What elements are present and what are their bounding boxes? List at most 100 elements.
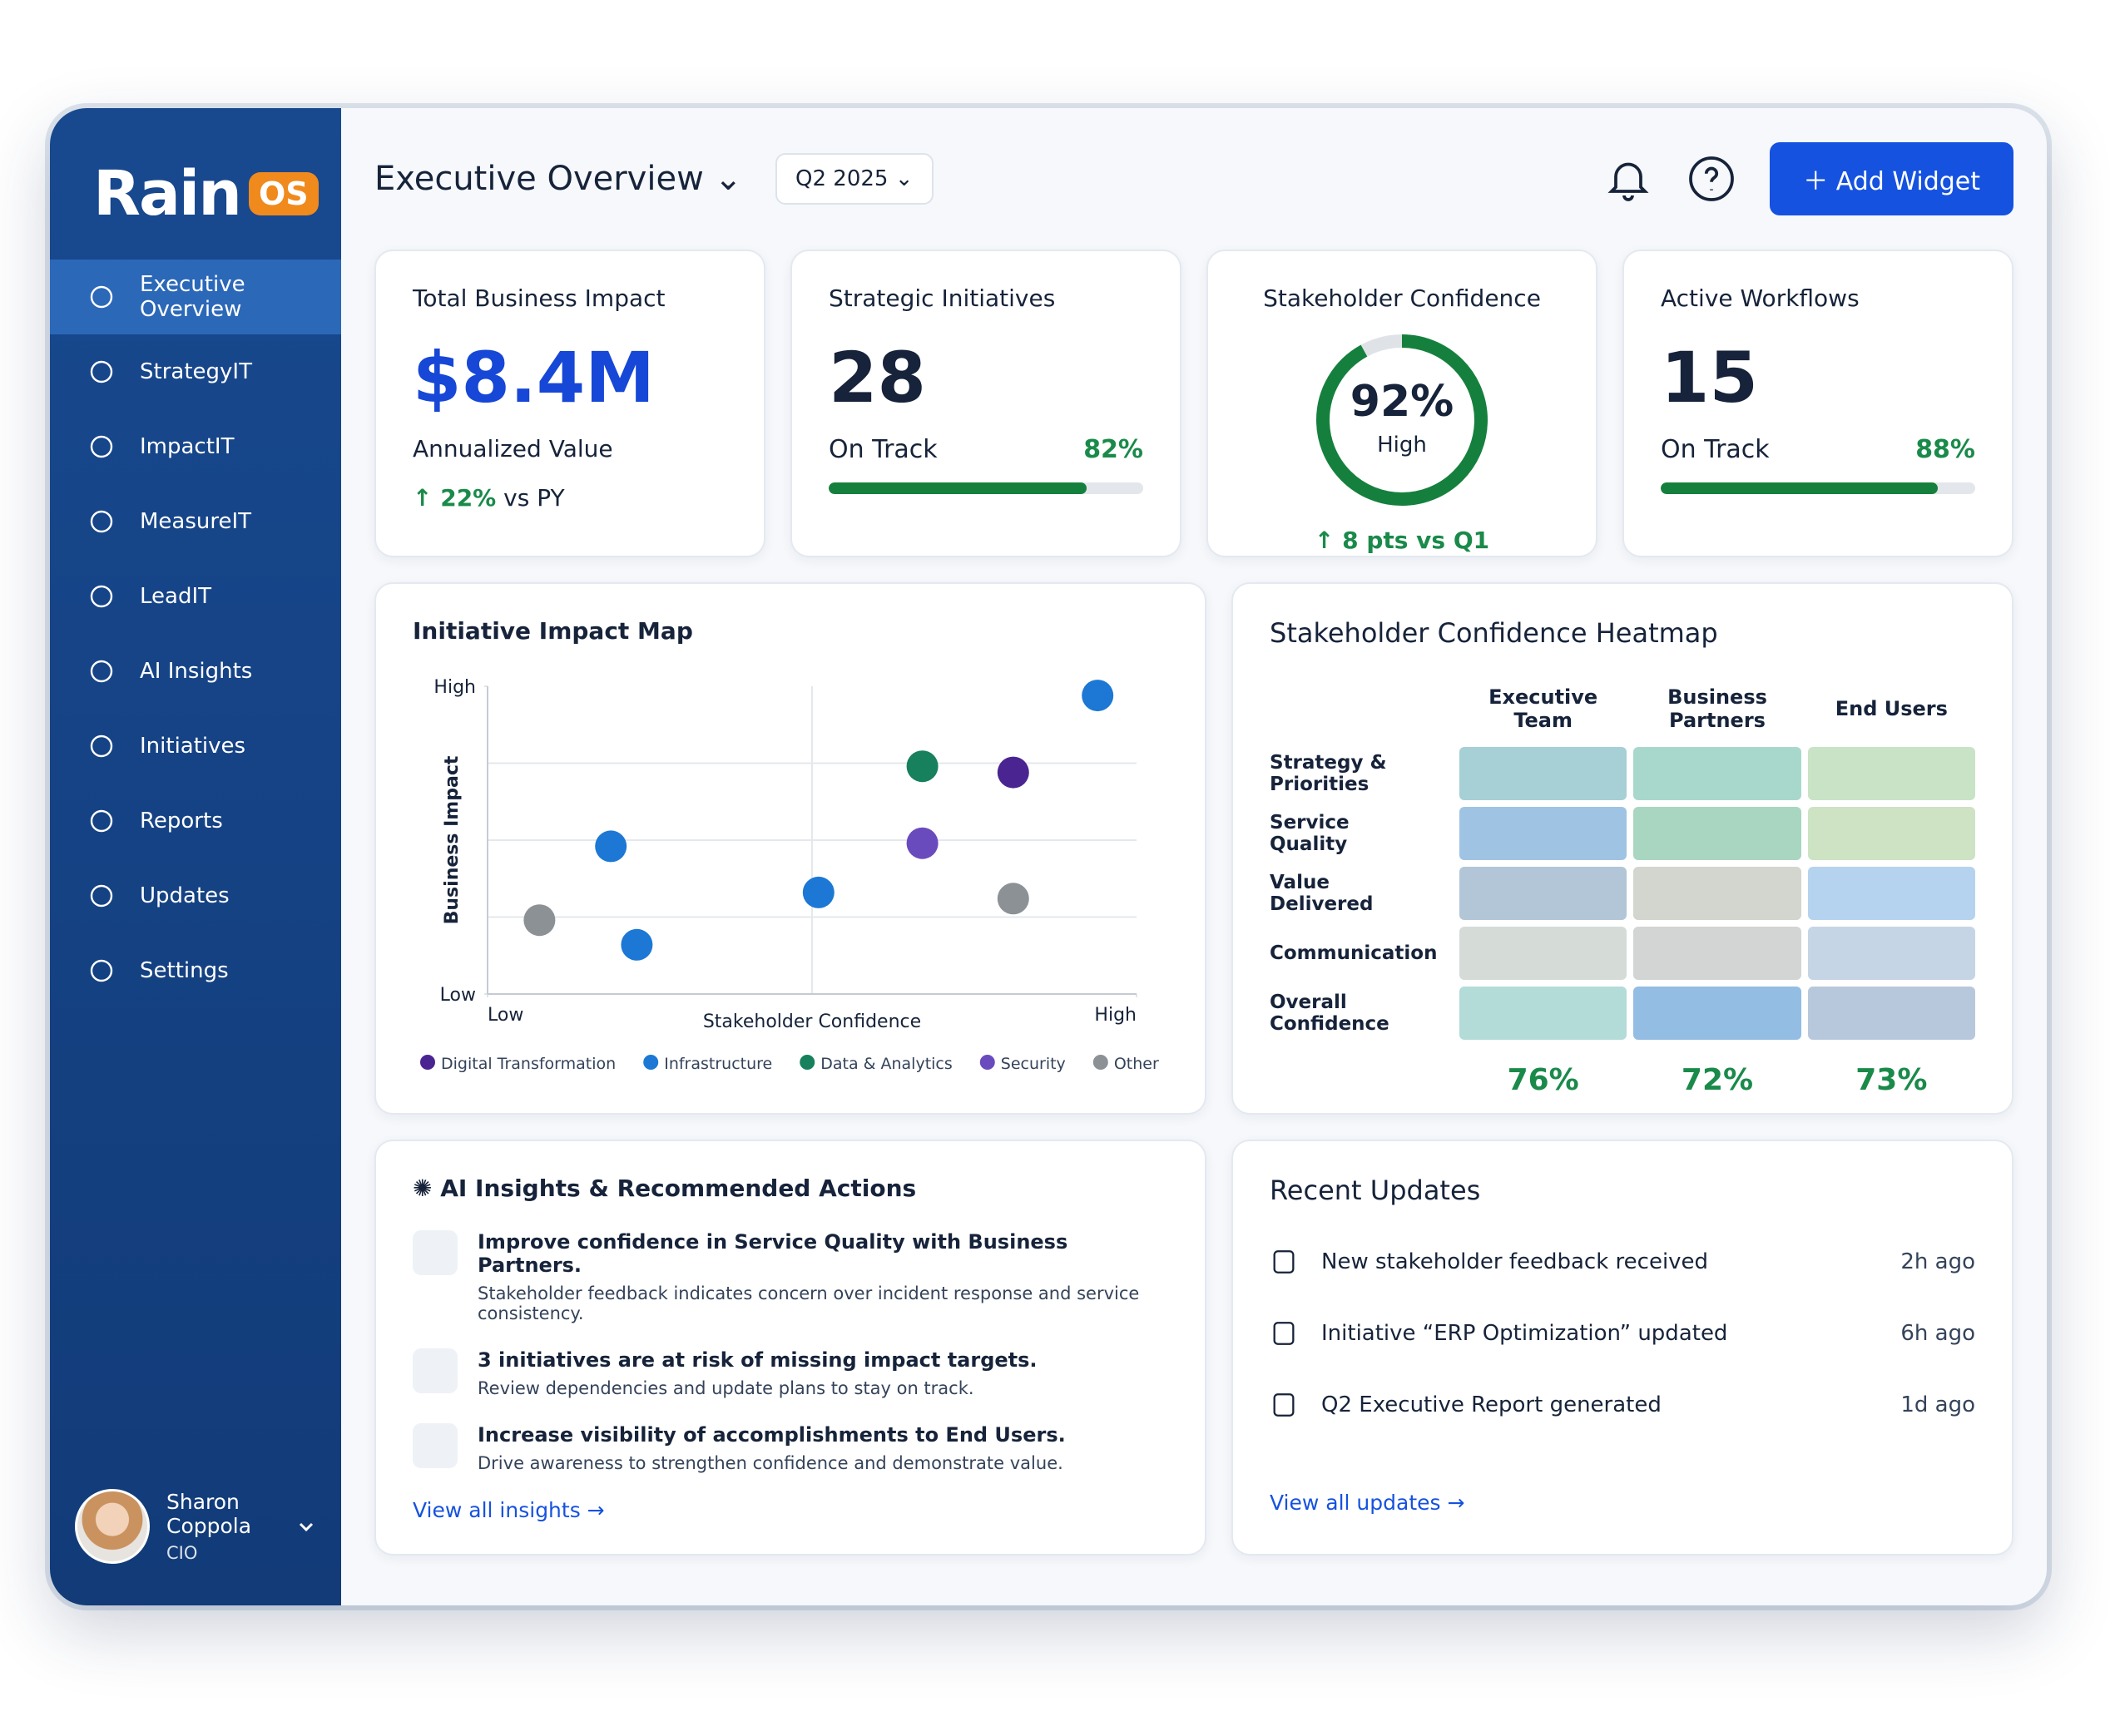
insights-card: ✺ AI Insights & Recommended Actions Impr… [374, 1140, 1206, 1555]
icon-shape [90, 809, 113, 833]
main: Executive Overview ⌄ Q2 2025 ⌄ ＋ Add Wid… [341, 108, 2047, 1605]
update-time: 6h ago [1900, 1321, 1975, 1346]
kpi-value: $8.4M [413, 337, 655, 418]
update-item: Initiative “ERP Optimization” updated 6h … [1270, 1298, 1975, 1369]
update-text: Initiative “ERP Optimization” updated [1321, 1321, 1728, 1346]
updates-title: Recent Updates [1270, 1175, 1481, 1206]
nav-icon [90, 660, 113, 683]
scatter-point [523, 904, 556, 937]
insights-link[interactable]: View all insights → [413, 1498, 605, 1522]
nav-label: MeasureIT [140, 509, 252, 534]
nav-item[interactable]: LeadIT [50, 559, 341, 634]
column-header: Business Partners [1667, 685, 1767, 732]
nav-icon [90, 734, 113, 758]
insight-body: 3 initiatives are at risk of missing imp… [478, 1348, 1038, 1398]
scatter-chart: Low High Low High Stakeholder Confidence Busi… [420, 677, 1159, 1073]
column-header: Executive Team [1488, 685, 1598, 732]
legend-label: Security [1001, 1055, 1066, 1073]
icon-shape [1273, 1322, 1295, 1345]
kpi-card: Stakeholder Confidence 92% High ↑ 8 pts … [1206, 250, 1597, 557]
legend-swatch [643, 1055, 659, 1070]
nav-item[interactable]: Reports [50, 784, 341, 858]
icon-shape [90, 285, 113, 309]
user-menu[interactable]: Sharon Coppola CIO [75, 1489, 316, 1564]
nav-label: LeadIT [140, 584, 212, 609]
progress-track [829, 482, 1143, 494]
nav-item[interactable]: MeasureIT [50, 484, 341, 559]
button-text: Add Widget [1835, 167, 1980, 196]
row-label: Service Quality [1270, 812, 1350, 855]
nav-item[interactable]: Executive Overview [50, 260, 341, 334]
kpi-subtitle: Annualized Value [413, 435, 613, 462]
row-label: Value Delivered [1270, 872, 1374, 915]
nav-label: StrategyIT [140, 359, 252, 384]
nav: Executive Overview StrategyIT ImpactIT Meas… [50, 260, 341, 1008]
insight-text: Stakeholder feedback indicates concern o… [478, 1283, 1140, 1323]
x-tick-label: High [1094, 1005, 1137, 1026]
insight-title: Improve confidence in Service Quality wi… [478, 1230, 1068, 1277]
icon-shape [90, 360, 113, 383]
kpi-row: Total Business Impact $8.4M Annualized V… [374, 250, 2013, 557]
nav-label: Executive Overview [140, 272, 245, 322]
status-line: On Track 88% [1661, 435, 1975, 464]
change-text: 8 pts vs Q1 [1342, 527, 1490, 554]
nav-item[interactable]: ImpactIT [50, 409, 341, 484]
legend-label: Infrastructure [664, 1055, 772, 1073]
nav-item[interactable]: Initiatives [50, 709, 341, 784]
y-tick-label: Low [440, 985, 476, 1006]
row-label: Strategy & Priorities [1270, 752, 1387, 795]
icon-shape [90, 435, 113, 458]
scatter-point [997, 756, 1029, 789]
nav-icon [90, 360, 113, 383]
chart-row: Initiative Impact Map Low High Low High Stak… [374, 582, 2013, 1115]
update-icon [1273, 1393, 1295, 1417]
top-bar: Executive Overview ⌄ Q2 2025 ⌄ ＋ Add Wid… [374, 133, 2013, 225]
update-time: 2h ago [1900, 1249, 1975, 1274]
heatmap-card: Stakeholder Confidence Heatmap Executive… [1231, 582, 2013, 1115]
nav-item[interactable]: StrategyIT [50, 334, 341, 409]
period-text: Q2 2025 [795, 166, 889, 191]
insight-item: 3 initiatives are at risk of missing imp… [413, 1348, 1168, 1398]
nav-icon [90, 884, 113, 908]
updates-list: New stakeholder feedback received 2h ago I… [1270, 1226, 1975, 1441]
change-text: 22% [440, 484, 497, 512]
column-header: End Users [1835, 697, 1948, 720]
bell-icon[interactable] [1603, 154, 1653, 204]
insight-title: Increase visibility of accomplishments t… [478, 1423, 1066, 1447]
x-axis-label: Stakeholder Confidence [703, 1011, 921, 1032]
scatter-point [621, 928, 653, 961]
status-line: On Track 82% [829, 435, 1143, 464]
page-title-text: Executive Overview [374, 160, 704, 198]
insight-icon [413, 1423, 458, 1468]
column-total: 73% [1855, 1063, 1928, 1097]
scatter-point [595, 830, 627, 863]
brand-name: Rain [93, 158, 242, 230]
add-widget-button[interactable]: ＋ Add Widget [1770, 142, 2013, 215]
heatmap: Executive Team Business Partners End Users… [1270, 677, 1975, 1097]
page-title[interactable]: Executive Overview ⌄ [374, 160, 743, 198]
heatmap-cell [1459, 867, 1627, 920]
nav-item[interactable]: Settings [50, 933, 341, 1008]
insights-title: ✺ AI Insights & Recommended Actions [413, 1175, 917, 1202]
help-icon[interactable] [1687, 154, 1736, 204]
update-item: Q2 Executive Report generated 1d ago [1270, 1369, 1975, 1441]
row-label: Communication [1270, 942, 1438, 964]
nav-label: AI Insights [140, 659, 253, 684]
update-icon [1273, 1250, 1295, 1274]
kpi-title: Active Workflows [1661, 284, 1860, 312]
updates-link[interactable]: View all updates → [1270, 1491, 1465, 1515]
insights-list: Improve confidence in Service Quality wi… [413, 1230, 1168, 1473]
update-item: New stakeholder feedback received 2h ago [1270, 1226, 1975, 1298]
heatmap-cell [1633, 807, 1801, 860]
nav-label: Updates [140, 883, 230, 908]
kpi-value: 15 [1661, 337, 1758, 418]
nav-item[interactable]: Updates [50, 858, 341, 933]
nav-item[interactable]: AI Insights [50, 634, 341, 709]
kpi-title: Strategic Initiatives [829, 284, 1056, 312]
icon-shape [90, 959, 113, 982]
insight-text: Drive awareness to strengthen confidence… [478, 1453, 1063, 1473]
period-select[interactable]: Q2 2025 ⌄ [775, 153, 934, 205]
percent: 82% [1083, 435, 1143, 464]
row-label: Overall Confidence [1270, 992, 1389, 1035]
change-note: vs PY [503, 484, 565, 512]
